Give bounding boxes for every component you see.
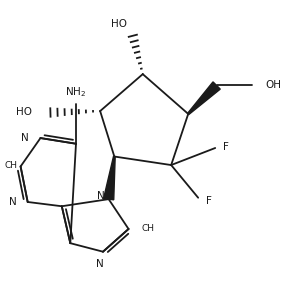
Text: N: N [9, 197, 16, 207]
Text: N: N [21, 133, 29, 143]
Text: N: N [96, 260, 104, 269]
Text: CH: CH [5, 160, 18, 170]
Polygon shape [188, 82, 220, 115]
Text: CH: CH [141, 224, 154, 234]
Text: HO: HO [16, 107, 32, 118]
Text: NH$_2$: NH$_2$ [65, 86, 87, 99]
Text: F: F [206, 196, 212, 205]
Text: OH: OH [265, 81, 281, 91]
Text: HO: HO [111, 20, 127, 29]
Text: N: N [97, 191, 104, 201]
Text: F: F [223, 141, 229, 152]
Polygon shape [104, 156, 115, 200]
